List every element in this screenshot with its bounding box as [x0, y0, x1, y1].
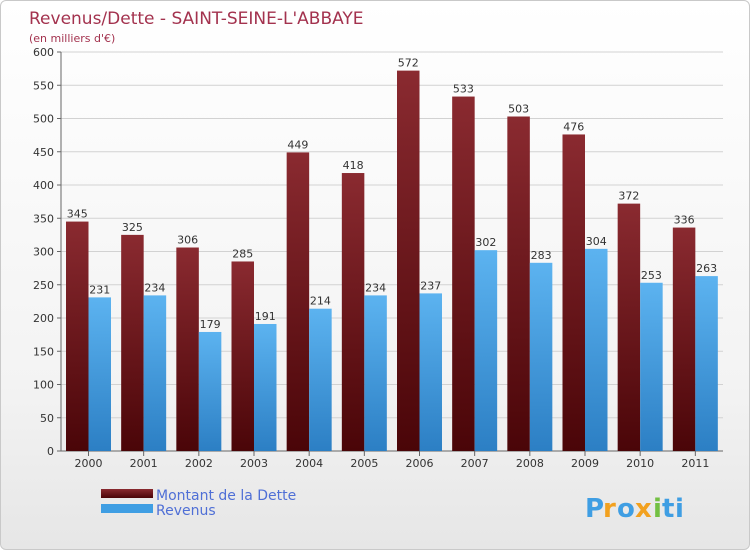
- value-label-revenus: 253: [641, 269, 662, 282]
- logo-letter-5: i: [653, 494, 662, 524]
- bar-revenus: [254, 323, 277, 451]
- bar-debt: [617, 203, 641, 451]
- bars: 345 231 325 234 306 179 285 191 449 214 418 234 572 2…: [66, 57, 718, 452]
- bar-revenus: [143, 295, 167, 451]
- bar-revenus: [695, 276, 718, 451]
- y-tick-label: 100: [33, 379, 54, 392]
- logo-letter-2: r: [603, 494, 616, 524]
- legend-swatch-revenus: [101, 504, 153, 513]
- y-tick-label: 150: [33, 345, 54, 358]
- y-tick-label: 350: [33, 212, 54, 225]
- logo-letter-6: t: [662, 494, 674, 524]
- value-label-debt: 418: [343, 159, 364, 172]
- grid-lines: [61, 51, 723, 452]
- x-tick-label: 2003: [240, 457, 268, 470]
- x-tick-label: 2002: [185, 457, 213, 470]
- value-label-debt: 476: [563, 120, 584, 133]
- value-label-debt: 372: [618, 190, 639, 203]
- legend-label-revenus: Revenus: [156, 503, 216, 519]
- proxiti-logo: P r o x i t i: [585, 494, 684, 524]
- legend-label-debt: Montant de la Dette: [156, 488, 296, 504]
- bar-revenus: [88, 297, 111, 451]
- bar-revenus: [529, 262, 553, 451]
- value-label-revenus: 304: [586, 235, 607, 248]
- x-tick-label: 2011: [681, 457, 709, 470]
- value-label-debt: 503: [508, 103, 529, 116]
- legend: Montant de la Dette Revenus: [101, 488, 296, 519]
- value-label-revenus: 214: [310, 295, 331, 308]
- bar-revenus: [419, 293, 442, 451]
- y-tick-label: 250: [33, 279, 54, 292]
- bar-revenus: [364, 295, 387, 451]
- bar-revenus: [309, 308, 332, 451]
- bar-debt: [231, 261, 254, 451]
- y-tick-label: 50: [40, 412, 54, 425]
- y-tick-label: 450: [33, 146, 54, 159]
- value-label-revenus: 179: [200, 318, 221, 331]
- bar-debt: [121, 234, 144, 451]
- bar-debt: [176, 247, 199, 451]
- x-tick-label: 2007: [461, 457, 489, 470]
- value-label-revenus: 191: [255, 310, 276, 323]
- y-tick-label: 200: [33, 312, 54, 325]
- value-label-revenus: 263: [696, 262, 717, 275]
- x-tick-label: 2008: [516, 457, 544, 470]
- bar-debt: [672, 227, 696, 451]
- value-label-debt: 285: [232, 247, 253, 260]
- bar-revenus: [640, 282, 663, 451]
- bar-revenus: [198, 331, 222, 451]
- chart-subtitle: (en milliers d'€): [29, 32, 115, 45]
- x-axis: 2000 2001 2002 2003 2004 2005 2006 2007 2008 2009…: [75, 451, 709, 470]
- y-tick-label: 0: [47, 445, 54, 458]
- value-label-debt: 336: [674, 214, 695, 227]
- value-label-debt: 449: [287, 138, 308, 151]
- y-tick-label: 600: [33, 46, 54, 59]
- x-tick-label: 2001: [130, 457, 158, 470]
- value-label-debt: 306: [177, 234, 198, 247]
- bar-debt: [66, 221, 89, 451]
- x-tick-label: 2005: [350, 457, 378, 470]
- value-label-revenus: 234: [365, 281, 386, 294]
- logo-letter-4: x: [635, 494, 652, 524]
- legend-swatch-debt: [101, 489, 153, 498]
- y-tick-label: 550: [33, 79, 54, 92]
- x-tick-label: 2004: [295, 457, 323, 470]
- bar-debt: [452, 96, 475, 452]
- value-label-debt: 572: [398, 57, 419, 70]
- value-label-debt: 345: [67, 208, 88, 221]
- value-label-debt: 533: [453, 83, 474, 96]
- y-tick-label: 400: [33, 179, 54, 192]
- chart-title: Revenus/Dette - SAINT-SEINE-L'ABBAYE: [29, 9, 364, 29]
- value-label-revenus: 283: [531, 249, 552, 262]
- value-label-revenus: 231: [89, 283, 110, 296]
- bar-revenus: [585, 248, 608, 451]
- bar-debt: [286, 152, 310, 452]
- x-tick-label: 2010: [626, 457, 654, 470]
- y-axis: 0 50 100 150 200 250 300 350 400 450 500 550 600: [33, 46, 62, 458]
- y-tick-label: 500: [33, 113, 54, 126]
- bar-debt: [397, 70, 420, 452]
- x-tick-label: 2006: [406, 457, 434, 470]
- x-tick-label: 2009: [571, 457, 599, 470]
- logo-letter-7: i: [675, 494, 684, 524]
- value-label-revenus: 234: [144, 281, 165, 294]
- value-label-debt: 325: [122, 221, 143, 234]
- x-tick-label: 2000: [75, 457, 103, 470]
- bar-debt: [562, 134, 585, 451]
- value-label-revenus: 237: [420, 279, 441, 292]
- bar-debt: [507, 116, 530, 451]
- value-label-revenus: 302: [475, 236, 496, 249]
- logo-letter-1: P: [585, 494, 604, 524]
- y-tick-label: 300: [33, 246, 54, 259]
- bar-debt: [341, 173, 365, 451]
- logo-letter-3: o: [617, 494, 635, 524]
- bar-revenus: [474, 250, 498, 451]
